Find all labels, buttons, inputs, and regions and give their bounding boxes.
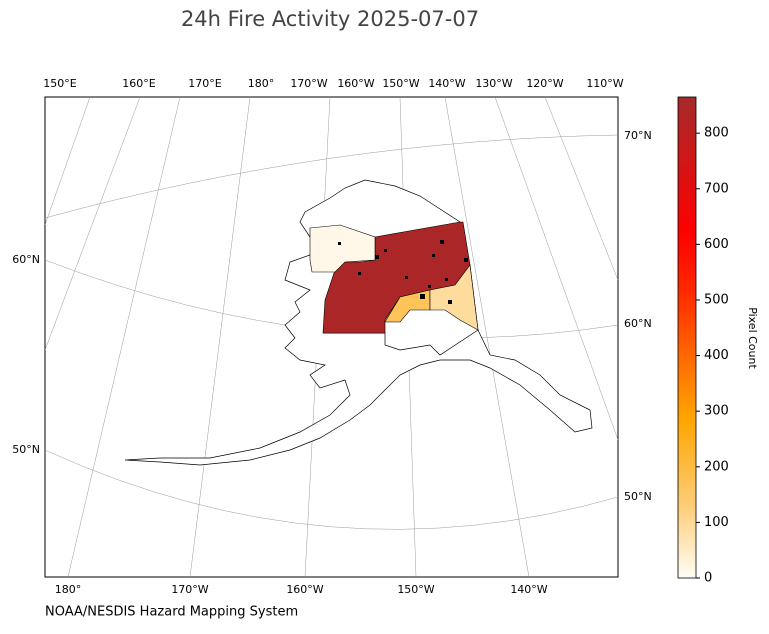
graticule-label: 140°W <box>510 583 547 596</box>
graticule-label: 160°W <box>286 583 323 596</box>
fire-region <box>429 264 479 331</box>
graticule-label: 150°E <box>43 77 76 90</box>
colorbar-label: Pixel Count <box>746 307 759 369</box>
graticule-label: 140°W <box>428 77 465 90</box>
colorbar-tick-label: 800 <box>704 126 729 141</box>
title: 24h Fire Activity 2025-07-07 <box>181 7 479 31</box>
graticule-label: 160°W <box>337 77 374 90</box>
graticule-label: 150°W <box>382 77 419 90</box>
colorbar-tick-label: 0 <box>704 571 712 586</box>
fire-detections <box>338 240 468 304</box>
colorbar: 0 100 200 300 400 500 600 700 800 <box>677 96 729 586</box>
colorbar-tick-label: 300 <box>704 404 729 419</box>
graticule-label: 170°W <box>171 583 208 596</box>
graticule-label: 60°N <box>624 317 652 330</box>
colorbar-tick-label: 500 <box>704 292 729 307</box>
graticule-label: 180° <box>248 77 275 90</box>
land <box>124 179 593 466</box>
graticule-label: 150°W <box>397 583 434 596</box>
footer: NOAA/NESDIS Hazard Mapping System <box>45 605 298 620</box>
graticule-label: 180° <box>55 583 82 596</box>
graticule <box>44 96 619 578</box>
fire-region <box>309 224 376 273</box>
colorbar-tick-label: 600 <box>704 237 729 252</box>
graticule-label: 50°N <box>12 443 40 456</box>
graticule-label: 120°W <box>526 77 563 90</box>
graticule-label: 70°N <box>624 129 652 142</box>
graticule-label: 50°N <box>624 490 652 503</box>
graticule-label: 60°N <box>12 253 40 266</box>
graticule-label: 110°W <box>586 77 623 90</box>
colorbar-tick-label: 400 <box>704 348 729 363</box>
colorbar-tick-label: 100 <box>704 515 729 530</box>
graticule-label: 170°W <box>290 77 327 90</box>
colorbar-tick-label: 200 <box>704 459 729 474</box>
fire-region <box>322 221 471 334</box>
graticule-label: 160°E <box>122 77 155 90</box>
graticule-label: 130°W <box>475 77 512 90</box>
graticule-label: 170°E <box>188 77 221 90</box>
colorbar-scale <box>677 96 697 579</box>
colorbar-tick-label: 700 <box>704 181 729 196</box>
